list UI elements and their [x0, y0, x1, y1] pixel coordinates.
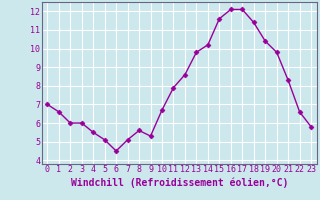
X-axis label: Windchill (Refroidissement éolien,°C): Windchill (Refroidissement éolien,°C) [70, 177, 288, 188]
